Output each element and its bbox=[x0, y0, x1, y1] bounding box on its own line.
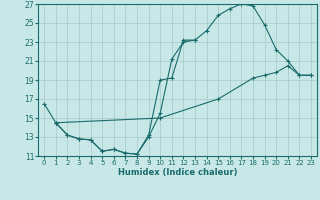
X-axis label: Humidex (Indice chaleur): Humidex (Indice chaleur) bbox=[118, 168, 237, 177]
